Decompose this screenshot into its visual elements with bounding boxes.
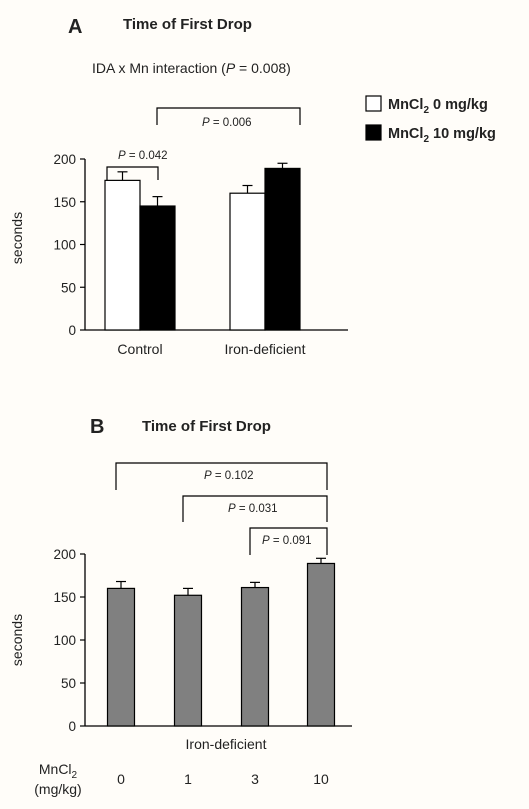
panel-a-bracket-mn10: P = 0.006 — [156, 107, 301, 129]
panel-b-y-tick-label: 100 — [53, 633, 76, 648]
panel-b-y-tick-label: 50 — [61, 676, 76, 691]
panel-a-pvalue-mn10: P = 0.006 — [202, 117, 252, 129]
panel-a-interaction-text: IDA x Mn interaction (P = 0.008) — [92, 60, 291, 76]
panel-a-bar — [104, 179, 141, 331]
panel-a-bar — [229, 192, 266, 331]
panel-a-y-axis-label: seconds — [9, 212, 25, 264]
legend-label-mn0: MnCl2 0 mg/kg — [388, 97, 488, 116]
panel-a-plot: 0 50 100 150 200 Control Iron-deficient — [53, 152, 348, 357]
panel-a-bar — [139, 205, 176, 331]
panel-b-y-tick-label: 200 — [53, 547, 76, 562]
mncl2-label-main: MnCl — [39, 761, 72, 777]
panel-b-y-tick-label: 150 — [53, 590, 76, 605]
mncl2-label-sub: 2 — [72, 770, 78, 781]
panel-a-y-tick-label: 200 — [53, 152, 76, 167]
legend-mn0-rest: 0 mg/kg — [429, 97, 488, 113]
panel-a-y-tick-label: 0 — [68, 323, 76, 338]
legend-mn10-sub: 2 — [423, 134, 429, 145]
panel-b-title: Time of First Drop — [142, 418, 271, 435]
panel-a-category-label: Iron-deficient — [225, 341, 306, 357]
panel-b-x-axis-label: Iron-deficient — [186, 736, 267, 752]
panel-b-pvalue-1-vs-10: P = 0.031 — [228, 503, 278, 515]
panel-b-y-tick-label: 0 — [68, 719, 76, 734]
panel-a-y-tick-label: 100 — [53, 238, 76, 253]
panel-b-category-label: 1 — [184, 771, 192, 787]
panel-b-plot: 0 50 100 150 200 0 1 3 10 — [53, 547, 352, 787]
panel-a-bracket-control: P = 0.042 — [106, 150, 168, 180]
mncl2-axis-label: MnCl2 — [39, 761, 78, 781]
panel-b-bracket-1-vs-10: P = 0.031 — [182, 495, 328, 522]
panel-b-bracket-3-vs-10: P = 0.091 — [249, 527, 328, 555]
panel-b-pvalue-0-vs-10: P = 0.102 — [204, 470, 254, 482]
panel-b-bracket-0-vs-10: P = 0.102 — [115, 462, 328, 490]
panel-b-bar — [306, 562, 336, 727]
panel-b-category-label: 3 — [251, 771, 259, 787]
panel-b-bar — [240, 586, 270, 727]
legend-mn0-main: MnCl — [388, 97, 423, 113]
legend-swatch-mn0 — [365, 95, 382, 112]
panel-b-bar — [173, 594, 203, 727]
mncl2-axis-unit: (mg/kg) — [34, 781, 81, 797]
legend-mn10-rest: 10 mg/kg — [429, 126, 496, 142]
interaction-suffix: = 0.008) — [235, 60, 291, 76]
panel-b-pvalue-3-vs-10: P = 0.091 — [262, 535, 312, 547]
legend-mn10-main: MnCl — [388, 126, 423, 142]
interaction-prefix: IDA x Mn interaction ( — [92, 60, 226, 76]
panel-a-y-tick-label: 150 — [53, 195, 76, 210]
panel-b-category-label: 10 — [313, 771, 329, 787]
panel-b-y-axis-label: seconds — [9, 614, 25, 666]
legend-label-mn10: MnCl2 10 mg/kg — [388, 126, 496, 145]
panel-a-bar — [264, 167, 301, 331]
panel-a-y-tick-label: 50 — [61, 280, 76, 295]
panel-b-category-label: 0 — [117, 771, 125, 787]
legend-swatch-mn10 — [365, 124, 382, 141]
legend-mn0-sub: 2 — [423, 105, 429, 116]
panel-b-letter: B — [90, 416, 104, 438]
panel-a-category-label: Control — [117, 341, 162, 357]
panel-a-letter: A — [68, 16, 82, 38]
panel-b-bar — [106, 587, 136, 727]
legend: MnCl2 0 mg/kg MnCl2 10 mg/kg — [365, 95, 496, 145]
interaction-p-letter: P — [226, 60, 236, 76]
panel-a-title: Time of First Drop — [123, 16, 252, 33]
panel-a-pvalue-control: P = 0.042 — [118, 150, 168, 162]
